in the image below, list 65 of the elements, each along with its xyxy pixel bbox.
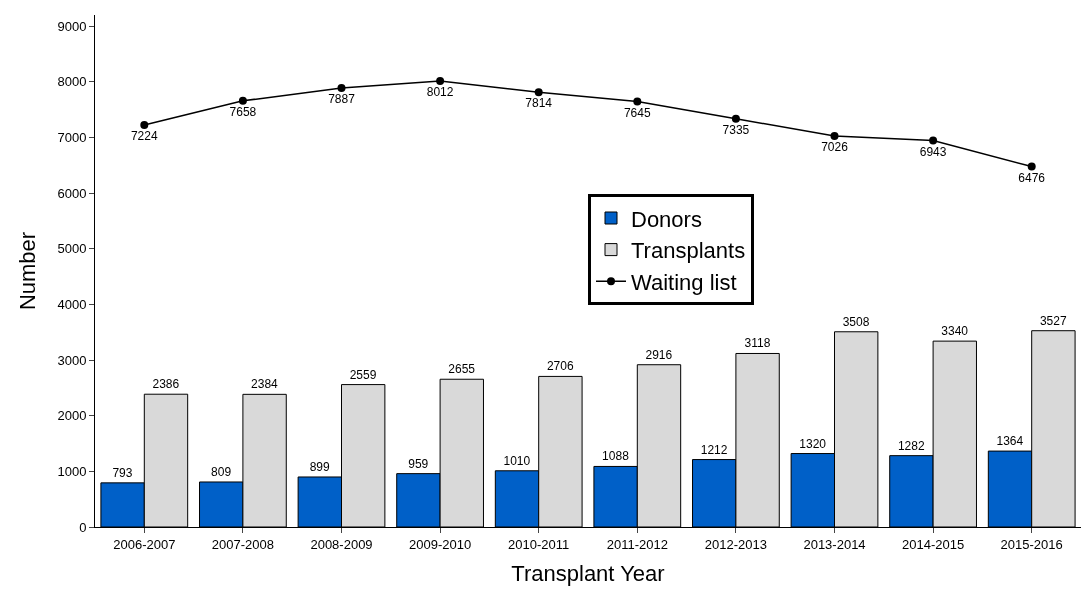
y-tick-label: 6000 (57, 185, 87, 201)
data-label: 1088 (602, 449, 630, 464)
data-label: 1364 (996, 434, 1024, 449)
data-label: 899 (309, 459, 330, 474)
y-tick-label: 5000 (57, 241, 87, 257)
data-label: 793 (112, 465, 133, 480)
y-tick-label: 0 (79, 519, 87, 535)
data-label: 1212 (700, 442, 728, 457)
y-tick-label: 9000 (57, 18, 87, 34)
x-tick-label: 2014-2015 (902, 536, 965, 552)
y-tick-label: 2000 (57, 408, 87, 424)
data-label: 7026 (821, 139, 849, 154)
data-label: 2386 (152, 377, 180, 392)
y-tick-label: 8000 (57, 74, 87, 90)
x-tick-label: 2009-2010 (409, 536, 472, 552)
legend-label: Transplants (631, 238, 746, 264)
point (238, 96, 247, 105)
data-label: 7887 (328, 92, 356, 107)
x-tick-label: 2006-2007 (113, 536, 176, 552)
data-label: 6943 (919, 144, 947, 159)
data-label: 7224 (130, 128, 158, 143)
point (436, 77, 445, 86)
point (1027, 162, 1036, 171)
point (534, 88, 543, 97)
data-label: 809 (211, 464, 232, 479)
point (337, 84, 346, 93)
data-label: 7658 (229, 104, 257, 119)
y-tick-label: 7000 (57, 129, 87, 145)
data-label: 3527 (1039, 313, 1067, 328)
data-label: 3508 (842, 314, 870, 329)
point (731, 114, 740, 123)
x-tick-label: 2007-2008 (211, 536, 274, 552)
data-label: 2706 (546, 359, 574, 374)
data-label: 2559 (349, 367, 377, 382)
x-tick-label: 2015-2016 (1000, 536, 1063, 552)
x-tick-label: 2012-2013 (704, 536, 767, 552)
data-label: 8012 (426, 85, 454, 100)
legend-label: Waiting list (631, 269, 737, 295)
y-tick-label: 3000 (57, 352, 87, 368)
data-label: 1320 (799, 436, 827, 451)
data-label: 959 (408, 456, 429, 471)
point (633, 97, 642, 106)
data-label: 2655 (448, 362, 476, 377)
data-label: 1010 (503, 453, 531, 468)
x-tick-label: 2013-2014 (803, 536, 866, 552)
point (929, 136, 938, 145)
x-axis-title: Transplant Year (511, 561, 665, 587)
data-label: 7645 (623, 105, 651, 120)
data-label: 7335 (722, 122, 750, 137)
data-label: 7814 (525, 96, 553, 111)
data-label: 3118 (744, 336, 771, 351)
y-axis-title: Number (15, 231, 41, 311)
point (830, 131, 839, 140)
data-label: 1282 (897, 438, 925, 453)
y-tick-label: 1000 (57, 463, 87, 479)
data-label: 6476 (1018, 170, 1046, 185)
legend-label: Donors (631, 206, 702, 232)
y-tick-label: 4000 (57, 296, 87, 312)
data-label: 3340 (941, 324, 969, 339)
x-tick-label: 2008-2009 (310, 536, 373, 552)
x-tick-label: 2011-2012 (606, 536, 668, 552)
point (140, 120, 149, 129)
data-label: 2384 (251, 377, 279, 392)
data-label: 2916 (645, 347, 673, 362)
x-tick-label: 2010-2011 (508, 536, 570, 552)
